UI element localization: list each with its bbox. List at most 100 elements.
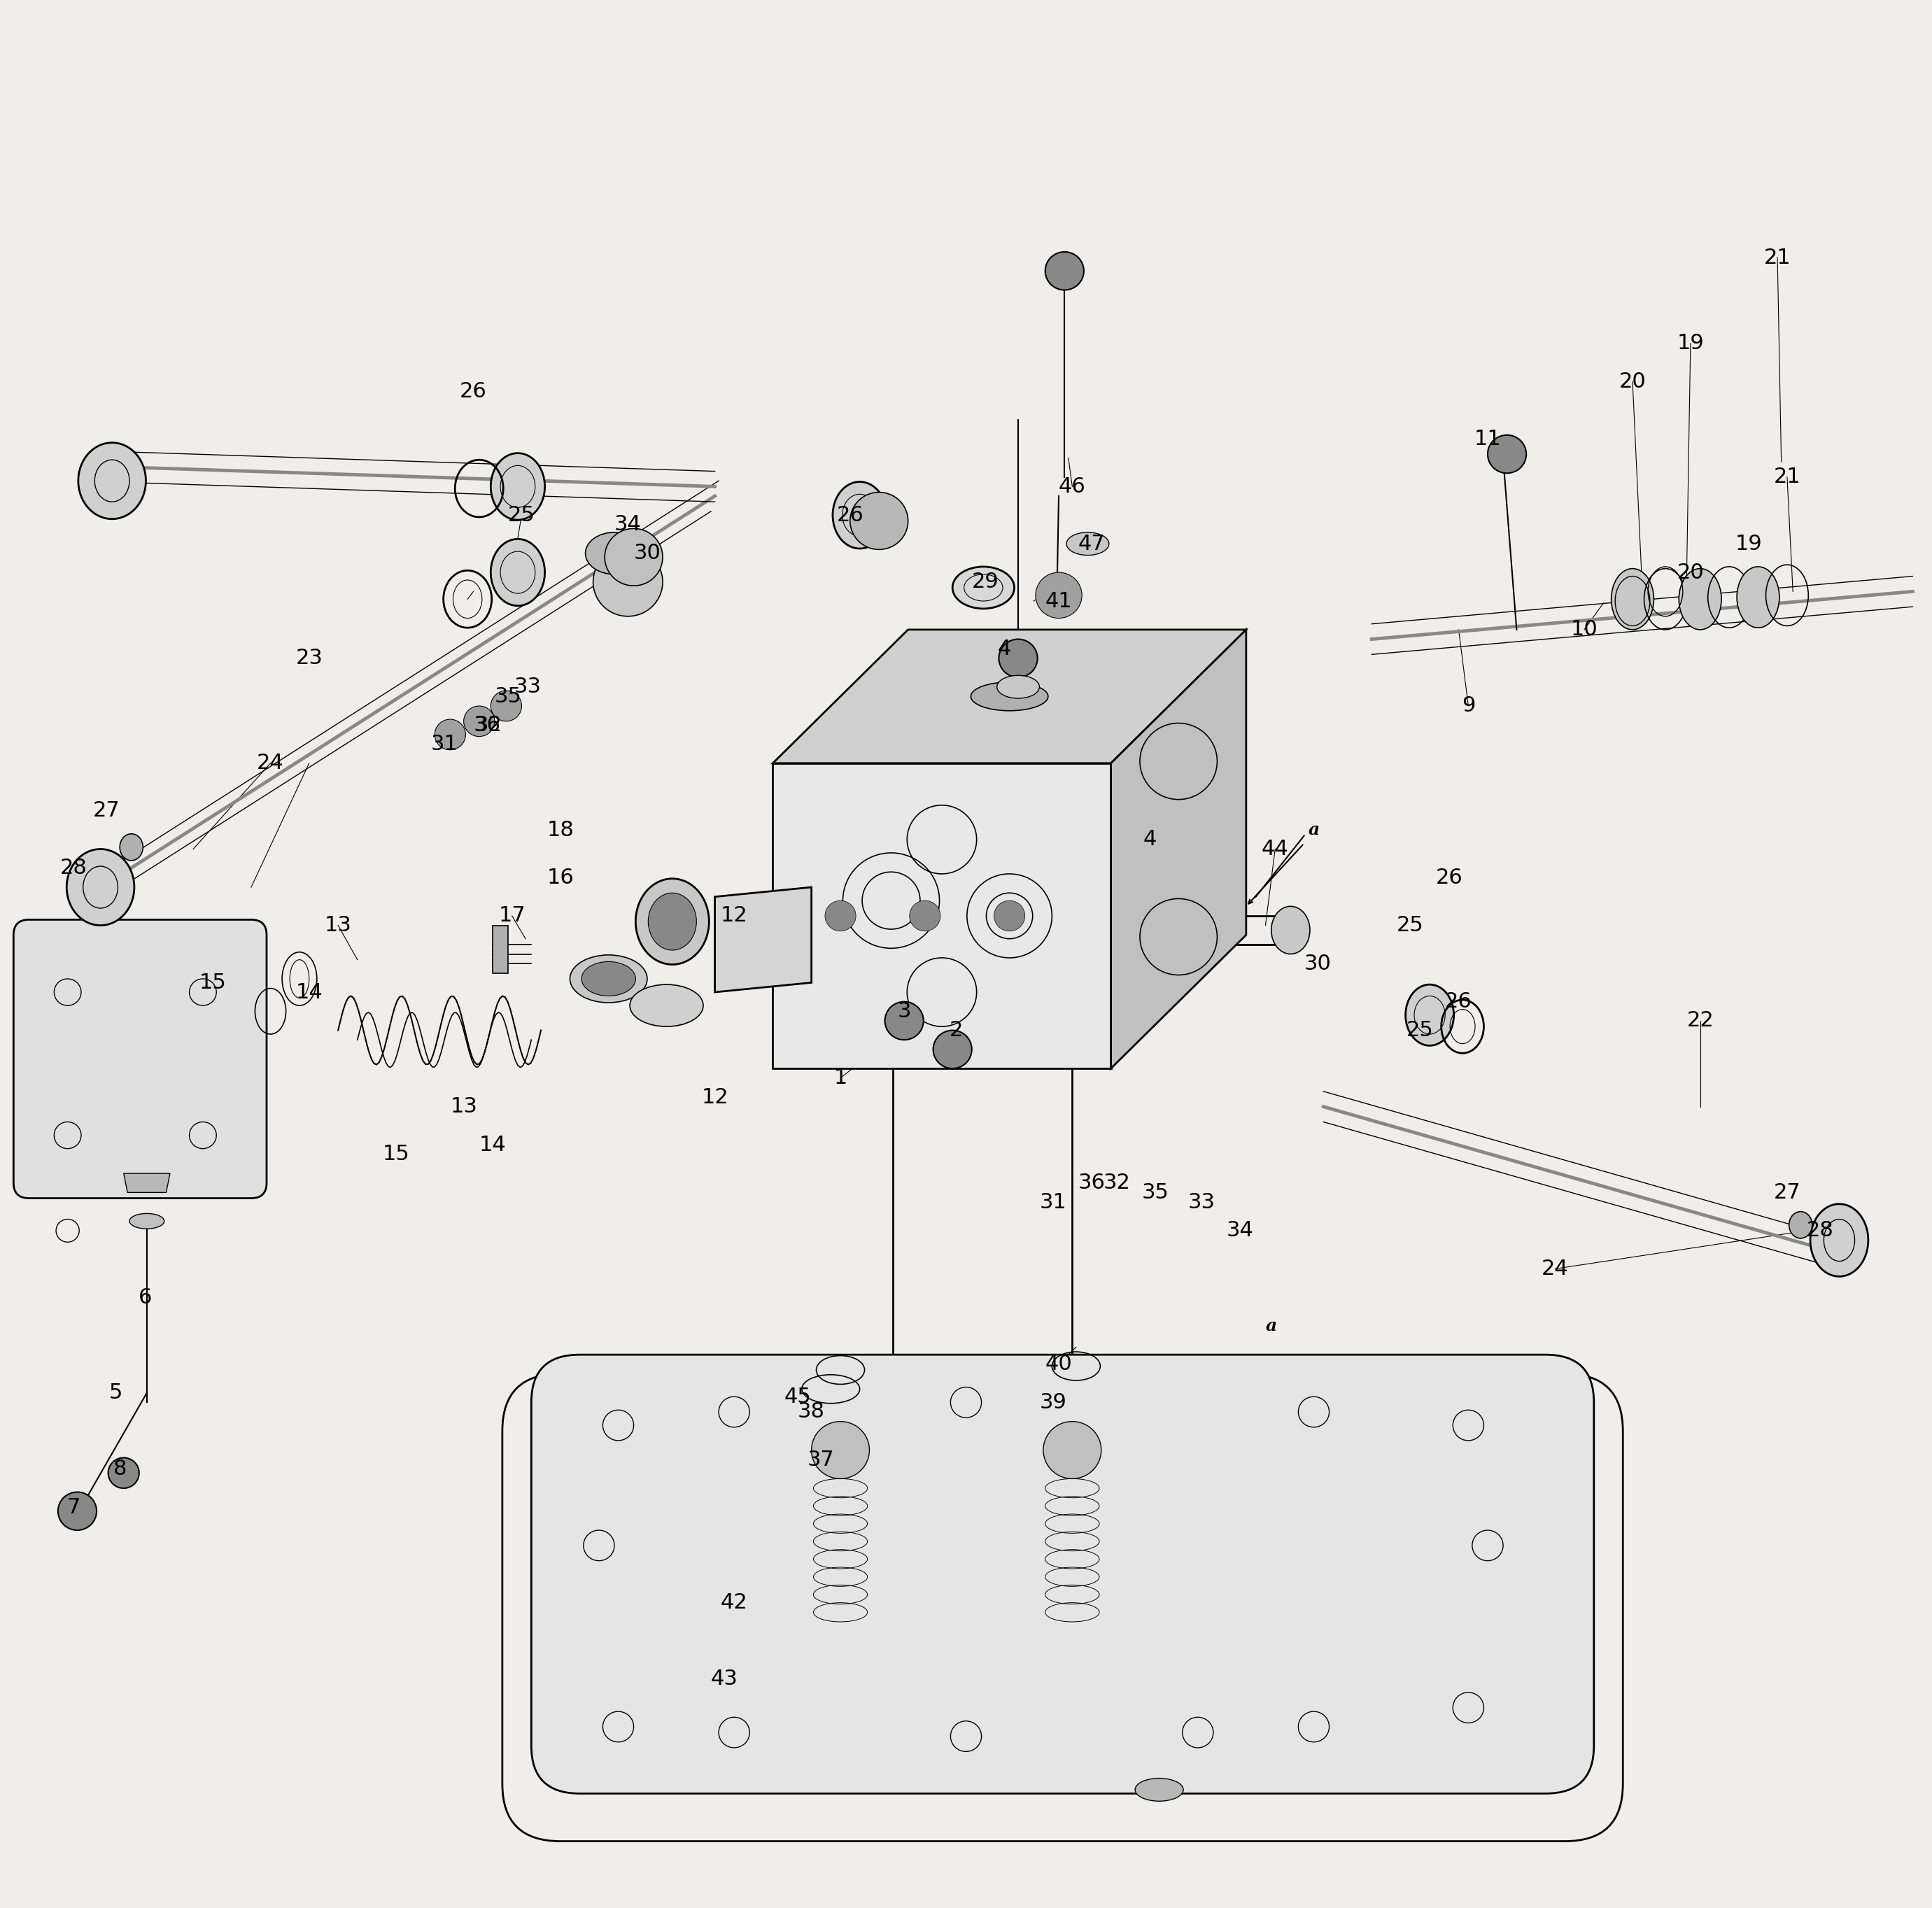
Ellipse shape xyxy=(582,962,636,996)
Ellipse shape xyxy=(491,454,545,521)
Text: 32: 32 xyxy=(1103,1173,1130,1192)
Text: 46: 46 xyxy=(1059,477,1086,496)
Text: 2: 2 xyxy=(949,1021,964,1040)
Text: 39: 39 xyxy=(1039,1393,1066,1412)
Text: 15: 15 xyxy=(383,1145,410,1164)
Ellipse shape xyxy=(120,834,143,861)
Text: 1: 1 xyxy=(833,1068,848,1088)
Text: 38: 38 xyxy=(798,1402,825,1421)
Text: 8: 8 xyxy=(112,1460,128,1479)
Text: 25: 25 xyxy=(1406,1021,1434,1040)
Text: 26: 26 xyxy=(1445,992,1472,1011)
Text: 19: 19 xyxy=(1677,334,1704,353)
Text: 22: 22 xyxy=(1687,1011,1714,1030)
Text: 11: 11 xyxy=(1474,429,1501,448)
Text: 12: 12 xyxy=(701,1088,728,1107)
Ellipse shape xyxy=(1611,569,1654,630)
Text: 33: 33 xyxy=(514,677,541,696)
Text: 13: 13 xyxy=(325,916,352,935)
Text: 40: 40 xyxy=(1045,1355,1072,1374)
Polygon shape xyxy=(773,763,1111,1068)
Text: 18: 18 xyxy=(547,820,574,840)
Ellipse shape xyxy=(570,956,647,1004)
Ellipse shape xyxy=(66,849,135,925)
Text: 43: 43 xyxy=(711,1670,738,1689)
Text: 21: 21 xyxy=(1764,248,1791,267)
Circle shape xyxy=(1043,1421,1101,1479)
Ellipse shape xyxy=(1271,906,1310,954)
Ellipse shape xyxy=(1066,532,1109,555)
Text: 30: 30 xyxy=(1304,954,1331,973)
Ellipse shape xyxy=(1789,1212,1812,1238)
Text: 28: 28 xyxy=(1806,1221,1833,1240)
Text: 31: 31 xyxy=(1039,1192,1066,1212)
Text: 37: 37 xyxy=(808,1450,835,1469)
Ellipse shape xyxy=(77,443,147,519)
Text: 41: 41 xyxy=(1045,591,1072,611)
Text: 35: 35 xyxy=(1142,1183,1169,1202)
Circle shape xyxy=(933,1030,972,1068)
Circle shape xyxy=(825,901,856,931)
Text: 14: 14 xyxy=(479,1135,506,1154)
Ellipse shape xyxy=(1737,567,1779,628)
Polygon shape xyxy=(493,925,508,973)
Text: 16: 16 xyxy=(547,868,574,887)
Text: 21: 21 xyxy=(1774,467,1801,487)
Text: a: a xyxy=(1308,822,1320,838)
Text: 26: 26 xyxy=(837,506,864,525)
Text: 36: 36 xyxy=(473,716,500,735)
Text: 42: 42 xyxy=(721,1593,748,1612)
Text: 13: 13 xyxy=(450,1097,477,1116)
Text: 7: 7 xyxy=(66,1498,81,1517)
FancyBboxPatch shape xyxy=(14,920,267,1198)
Circle shape xyxy=(885,1002,923,1040)
Text: 27: 27 xyxy=(93,801,120,820)
Circle shape xyxy=(910,901,941,931)
Text: 3: 3 xyxy=(896,1002,912,1021)
Text: 30: 30 xyxy=(634,544,661,563)
Text: 26: 26 xyxy=(460,382,487,401)
Ellipse shape xyxy=(1810,1204,1868,1276)
Text: 44: 44 xyxy=(1262,840,1289,859)
Text: a: a xyxy=(1265,1318,1277,1334)
Text: 34: 34 xyxy=(614,515,641,534)
Ellipse shape xyxy=(129,1213,164,1229)
Polygon shape xyxy=(124,1173,170,1192)
Circle shape xyxy=(850,492,908,550)
Text: 5: 5 xyxy=(108,1383,124,1402)
Ellipse shape xyxy=(1679,569,1721,630)
Text: 36: 36 xyxy=(1078,1173,1105,1192)
Text: 4: 4 xyxy=(1142,830,1157,849)
Text: 31: 31 xyxy=(431,735,458,754)
Ellipse shape xyxy=(636,880,709,965)
Text: 27: 27 xyxy=(1774,1183,1801,1202)
Text: 20: 20 xyxy=(1619,372,1646,391)
Circle shape xyxy=(1488,435,1526,473)
Circle shape xyxy=(108,1458,139,1488)
Text: 33: 33 xyxy=(1188,1192,1215,1212)
Circle shape xyxy=(1036,572,1082,618)
Circle shape xyxy=(811,1421,869,1479)
Text: 14: 14 xyxy=(296,983,323,1002)
Ellipse shape xyxy=(1134,1778,1182,1801)
FancyBboxPatch shape xyxy=(531,1355,1594,1794)
Circle shape xyxy=(1045,252,1084,290)
Ellipse shape xyxy=(997,675,1039,698)
Text: 12: 12 xyxy=(721,906,748,925)
Text: 23: 23 xyxy=(296,649,323,668)
Text: 25: 25 xyxy=(508,506,535,525)
Text: 25: 25 xyxy=(1397,916,1424,935)
Text: 15: 15 xyxy=(199,973,226,992)
Text: 26: 26 xyxy=(1435,868,1463,887)
Ellipse shape xyxy=(833,483,887,550)
Circle shape xyxy=(999,639,1037,677)
Text: 24: 24 xyxy=(1542,1259,1569,1278)
Text: 47: 47 xyxy=(1078,534,1105,553)
Ellipse shape xyxy=(1405,985,1453,1046)
Text: 45: 45 xyxy=(784,1387,811,1406)
Circle shape xyxy=(605,529,663,586)
Text: 19: 19 xyxy=(1735,534,1762,553)
Text: 17: 17 xyxy=(498,906,526,925)
Circle shape xyxy=(435,719,466,750)
Polygon shape xyxy=(715,887,811,992)
